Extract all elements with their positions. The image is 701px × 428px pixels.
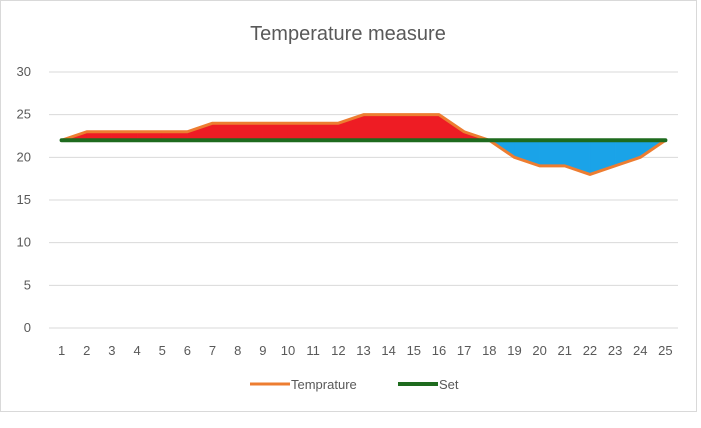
x-tick-label: 15 [407, 343, 421, 358]
fill-above-set [212, 122, 238, 141]
x-tick-label: 19 [507, 343, 521, 358]
x-tick-label: 1 [58, 343, 65, 358]
legend-item-temprature-label: Temprature [291, 377, 357, 392]
y-tick-label: 25 [17, 107, 31, 122]
fill-above-set [287, 122, 314, 141]
legend-item-set-label: Set [439, 377, 459, 392]
x-tick-label: 3 [108, 343, 115, 358]
x-tick-label: 2 [83, 343, 90, 358]
y-tick-label: 30 [17, 64, 31, 79]
y-tick-label: 10 [17, 235, 31, 250]
legend: Temprature Set [250, 377, 459, 392]
fill-above-set [262, 122, 289, 141]
x-tick-label: 16 [432, 343, 446, 358]
x-tick-label: 5 [159, 343, 166, 358]
x-tick-label: 18 [482, 343, 496, 358]
x-tick-label: 6 [184, 343, 191, 358]
fill-above-set [237, 122, 264, 141]
y-tick-label: 20 [17, 149, 31, 164]
x-tick-label: 12 [331, 343, 345, 358]
x-tick-label: 25 [658, 343, 672, 358]
fill-above-set [413, 114, 440, 141]
x-axis-ticks: 1 2 3 4 5 6 7 8 9 10 11 12 13 14 15 16 17 18 19 20 21 22 23 24 2… [58, 343, 673, 358]
chart-title: Temperature measure [250, 23, 446, 45]
x-tick-label: 10 [281, 343, 295, 358]
x-tick-label: 22 [583, 343, 597, 358]
fill-above-set [363, 114, 389, 141]
fill-above-set [312, 122, 339, 141]
y-tick-label: 0 [24, 320, 31, 335]
x-tick-label: 13 [356, 343, 370, 358]
y-tick-label: 5 [24, 277, 31, 292]
fill-above-set [388, 114, 415, 141]
x-tick-label: 17 [457, 343, 471, 358]
series-lines [59, 113, 668, 176]
gridlines [49, 71, 678, 329]
x-tick-label: 14 [381, 343, 395, 358]
x-tick-label: 23 [608, 343, 622, 358]
difference-fills [61, 114, 667, 175]
x-tick-label: 9 [259, 343, 266, 358]
x-tick-label: 20 [532, 343, 546, 358]
x-tick-label: 11 [306, 343, 320, 358]
y-tick-label: 15 [17, 192, 31, 207]
x-tick-label: 7 [209, 343, 216, 358]
x-tick-label: 24 [633, 343, 647, 358]
fill-below-set [539, 140, 566, 167]
temprature-series-line [60, 113, 667, 176]
y-axis-ticks: 0 5 10 15 20 25 30 [17, 64, 31, 335]
x-tick-label: 4 [133, 343, 140, 358]
x-tick-label: 21 [558, 343, 572, 358]
x-tick-label: 8 [234, 343, 241, 358]
